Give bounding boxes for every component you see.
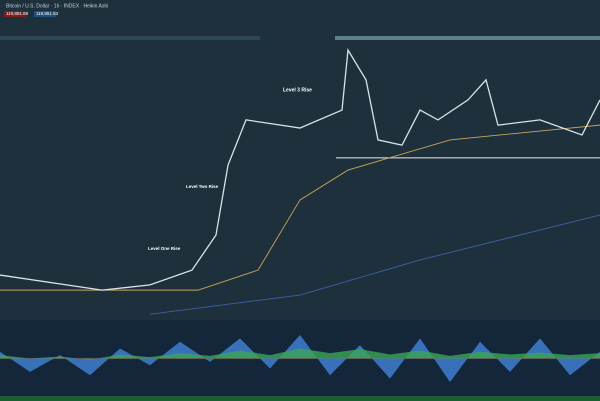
session-bar <box>335 36 600 40</box>
annotation: Level Two Rise <box>186 184 219 189</box>
oscillator-area <box>0 348 600 360</box>
series-line <box>0 48 600 291</box>
price-tag: 119,881.69 <box>6 11 29 16</box>
series-line <box>149 214 600 315</box>
symbol-title: Bitcoin / U.S. Dollar · 1h · INDEX · Hei… <box>6 3 108 9</box>
bottom-strip <box>0 396 600 401</box>
annotation: Level 3 Rise <box>283 87 312 93</box>
series-line <box>0 124 600 291</box>
annotation: Level One Rise <box>148 246 181 251</box>
price-tag-box <box>4 11 26 17</box>
price-tag: 119,851.53 <box>36 11 59 16</box>
session-bar <box>0 36 260 40</box>
price-tag-box <box>34 11 56 17</box>
